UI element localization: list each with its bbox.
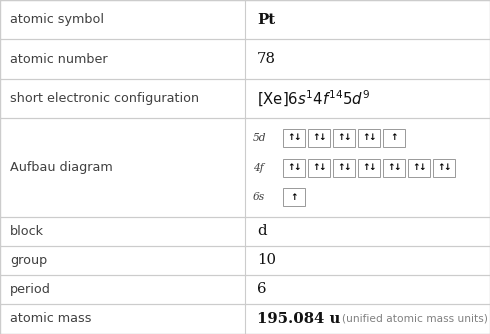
Text: ↓: ↓ <box>294 163 301 172</box>
Bar <box>0 217 490 246</box>
Text: ↑: ↑ <box>337 163 344 172</box>
Text: short electronic configuration: short electronic configuration <box>10 92 199 105</box>
Text: 5d: 5d <box>253 133 267 143</box>
Bar <box>0 79 490 118</box>
Bar <box>283 188 305 206</box>
Text: ↓: ↓ <box>393 163 401 172</box>
Bar <box>283 129 305 147</box>
Text: ↑: ↑ <box>362 134 369 142</box>
Text: ↓: ↓ <box>294 134 301 142</box>
Text: ↑: ↑ <box>287 134 294 142</box>
Bar <box>0 39 490 79</box>
Bar <box>308 159 330 176</box>
Text: atomic number: atomic number <box>10 53 108 65</box>
Text: ↓: ↓ <box>418 163 426 172</box>
Text: ↑: ↑ <box>362 163 369 172</box>
Bar <box>333 159 355 176</box>
Text: ↓: ↓ <box>343 134 351 142</box>
Text: 195.084 u: 195.084 u <box>257 312 341 326</box>
Text: ↓: ↓ <box>368 163 376 172</box>
Bar <box>283 159 305 176</box>
Text: ↑: ↑ <box>290 193 298 201</box>
Text: 10: 10 <box>257 254 276 267</box>
Text: ↓: ↓ <box>318 134 326 142</box>
Text: ↑: ↑ <box>387 163 394 172</box>
Text: ↑: ↑ <box>412 163 419 172</box>
Text: ↑: ↑ <box>312 134 319 142</box>
Text: $[\mathrm{Xe}]6s^{1}4f^{14}5d^{9}$: $[\mathrm{Xe}]6s^{1}4f^{14}5d^{9}$ <box>257 89 370 109</box>
Text: 6s: 6s <box>253 192 265 202</box>
Bar <box>433 159 455 176</box>
Bar <box>358 129 380 147</box>
Text: ↑: ↑ <box>287 163 294 172</box>
Bar <box>383 129 405 147</box>
Text: block: block <box>10 225 44 238</box>
Text: Pt: Pt <box>257 13 275 27</box>
Text: 78: 78 <box>257 52 276 66</box>
Text: 6: 6 <box>257 283 267 296</box>
Text: atomic symbol: atomic symbol <box>10 13 104 26</box>
Text: ↑: ↑ <box>337 134 344 142</box>
Text: ↑: ↑ <box>390 134 398 142</box>
Text: group: group <box>10 254 47 267</box>
Bar <box>0 275 490 304</box>
Bar <box>0 118 490 217</box>
Text: ↓: ↓ <box>443 163 451 172</box>
Bar <box>408 159 430 176</box>
Text: atomic mass: atomic mass <box>10 313 92 325</box>
Text: ↓: ↓ <box>368 134 376 142</box>
Text: ↓: ↓ <box>318 163 326 172</box>
Text: ↑: ↑ <box>312 163 319 172</box>
Bar <box>333 129 355 147</box>
Bar <box>308 129 330 147</box>
Bar <box>358 159 380 176</box>
Text: (unified atomic mass units): (unified atomic mass units) <box>342 314 488 324</box>
Text: 4f: 4f <box>253 163 264 172</box>
Bar <box>0 0 490 39</box>
Bar <box>383 159 405 176</box>
Bar <box>0 246 490 275</box>
Text: period: period <box>10 283 51 296</box>
Text: ↑: ↑ <box>437 163 444 172</box>
Bar <box>0 304 490 334</box>
Text: Aufbau diagram: Aufbau diagram <box>10 161 113 174</box>
Text: ↓: ↓ <box>343 163 351 172</box>
Text: d: d <box>257 224 267 238</box>
